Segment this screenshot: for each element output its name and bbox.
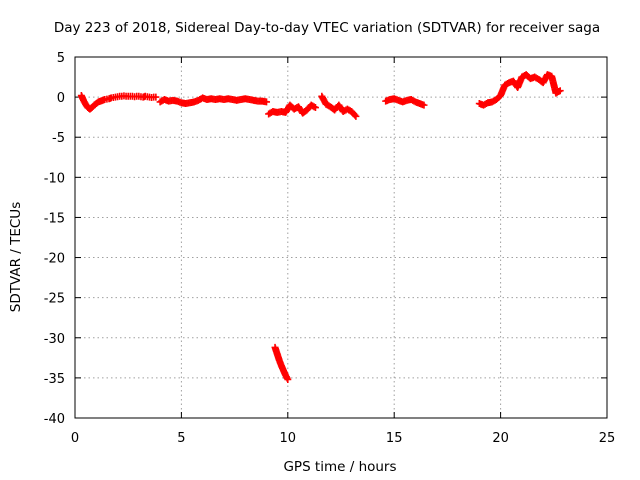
data-point — [352, 112, 360, 120]
tick-labels: 0 5 10 15 20 25 5 0 -5 -10 -15 -20 -25 -30 -35 -40 — [44, 51, 616, 446]
y-tick-label: -35 — [44, 372, 65, 387]
y-tick-label: -30 — [44, 332, 65, 347]
y-axis-label: SDTVAR / TECUs — [8, 202, 24, 312]
data-point — [310, 103, 318, 111]
x-axis-label: GPS time / hours — [283, 459, 396, 475]
grid-lines — [75, 57, 607, 418]
plot-frame — [74, 56, 608, 419]
y-tick-label: 0 — [57, 91, 65, 106]
y-tick-label: -40 — [44, 412, 65, 427]
data-point — [351, 111, 359, 119]
data-point — [555, 87, 563, 95]
data-point — [263, 98, 271, 106]
x-tick-label: 25 — [599, 431, 616, 446]
data-points — [77, 71, 564, 383]
data-point — [311, 104, 319, 112]
x-tick-label: 0 — [71, 431, 79, 446]
chart-title: Day 223 of 2018, Sidereal Day-to-day VTE… — [54, 20, 600, 36]
y-tick-label: -15 — [44, 211, 65, 226]
y-tick-label: -25 — [44, 292, 65, 307]
data-point — [420, 101, 428, 109]
data-point — [284, 375, 292, 383]
x-tick-label: 15 — [386, 431, 403, 446]
y-tick-label: -5 — [52, 131, 65, 146]
data-point — [152, 93, 160, 101]
x-tick-label: 20 — [492, 431, 509, 446]
y-tick-label: 5 — [57, 51, 65, 66]
data-point — [556, 87, 564, 95]
x-tick-label: 10 — [280, 431, 297, 446]
y-tick-label: -20 — [44, 252, 65, 267]
x-tick-label: 5 — [177, 431, 185, 446]
y-tick-label: -10 — [44, 171, 65, 186]
